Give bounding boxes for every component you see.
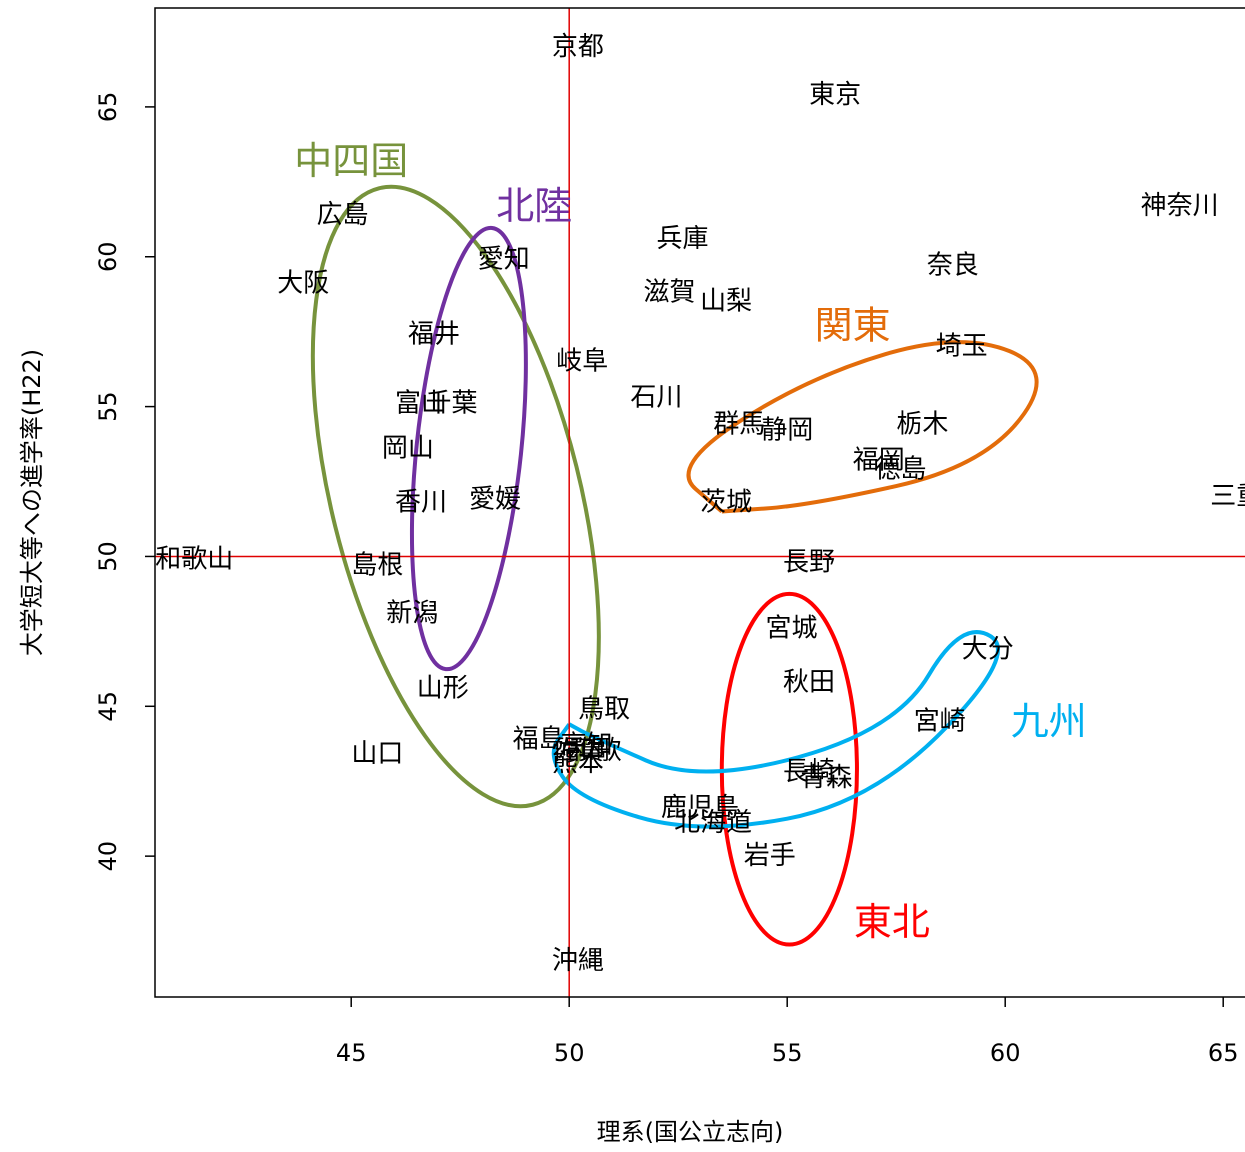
point-label: 宮城 [766, 613, 818, 643]
region-outline [686, 340, 1039, 514]
x-axis-title: 理系(国公立志向) [597, 1118, 784, 1146]
axes: 45 50 55 60 65 40 45 50 55 60 65 理系(国公立志向) 大学短大等への進学… [18, 7, 1245, 1146]
point-label: 茨城 [700, 488, 752, 518]
point-label: 富山 [395, 389, 447, 419]
point-label: 栃木 [896, 410, 948, 440]
y-tick-label: 45 [94, 691, 122, 722]
y-tick-label: 60 [94, 241, 122, 272]
point-label: 鳥取 [578, 694, 630, 724]
point-label: 宮崎 [914, 706, 966, 736]
point-label: 埼玉 [936, 332, 988, 362]
point-label: 岡山 [382, 434, 434, 464]
point-label: 福島 [513, 724, 565, 754]
point-label: 熊本 [552, 748, 604, 778]
point-label: 東京 [809, 80, 861, 110]
point-label: 三重 [1210, 482, 1245, 512]
region-outline [310, 184, 601, 809]
x-tick-label: 45 [336, 1039, 367, 1067]
point-label: 高知 [561, 730, 613, 760]
point-label: 京都 [552, 32, 604, 62]
y-tick-label: 40 [94, 841, 122, 872]
x-tick-label: 60 [990, 1039, 1021, 1067]
point-label: 神奈川 [1141, 191, 1219, 221]
region-label: 関東 [815, 304, 891, 348]
point-label: 兵庫 [657, 224, 709, 254]
y-tick-label: 50 [94, 541, 122, 572]
x-tick-label: 65 [1208, 1039, 1239, 1067]
plot-frame [154, 7, 1245, 998]
reference-lines [155, 8, 1245, 997]
y-tick-label: 55 [94, 391, 122, 422]
point-label: 愛知 [478, 245, 530, 275]
region-label: 九州 [1011, 699, 1087, 743]
point-label: 福岡 [853, 446, 905, 476]
point-label: 和歌 [569, 736, 621, 766]
region-outlines [310, 184, 1039, 947]
point-label: 山梨 [700, 287, 752, 317]
region-outline [409, 225, 528, 672]
point-label: 鹿児島 [661, 793, 739, 823]
region-outline [551, 630, 1000, 829]
point-label: 大阪 [277, 269, 329, 299]
point-label: 長崎 [783, 757, 835, 787]
point-label: 徳島 [875, 455, 927, 485]
point-label: 北海道 [674, 808, 752, 838]
point-label: 福井 [408, 320, 460, 350]
point-label: 岩手 [744, 841, 796, 871]
point-label: 奈良 [927, 251, 979, 281]
point-label: 愛媛 [469, 485, 521, 515]
point-label: 長野 [783, 547, 835, 577]
point-label: 石川 [630, 383, 682, 413]
point-label: 佐賀 [552, 736, 604, 766]
region-label: 北陸 [496, 184, 572, 228]
point-label: 千葉 [425, 389, 477, 419]
point-label: 静岡 [761, 416, 813, 446]
point-label: 群馬 [713, 410, 765, 440]
point-label: 島根 [351, 550, 403, 580]
point-label: 沖縄 [552, 946, 604, 976]
x-tick-label: 50 [554, 1039, 585, 1067]
point-label: 岐阜 [556, 347, 608, 377]
region-label: 中四国 [294, 139, 408, 183]
point-label: 大分 [962, 634, 1014, 664]
region-label: 東北 [854, 900, 930, 944]
point-label: 香川 [395, 488, 447, 518]
point-label: 秋田 [783, 667, 835, 697]
point-label: 和歌山 [155, 544, 233, 574]
y-tick-label: 65 [94, 92, 122, 123]
x-tick-label: 55 [772, 1039, 803, 1067]
point-label: 山口 [351, 739, 403, 769]
point-label: 新潟 [386, 598, 438, 628]
point-label: 広島 [316, 200, 368, 230]
point-label: 青森 [800, 763, 852, 793]
point-label: 山形 [417, 673, 469, 703]
point-label: 滋賀 [643, 278, 695, 308]
y-axis-title: 大学短大等への進学率(H22) [18, 349, 46, 656]
